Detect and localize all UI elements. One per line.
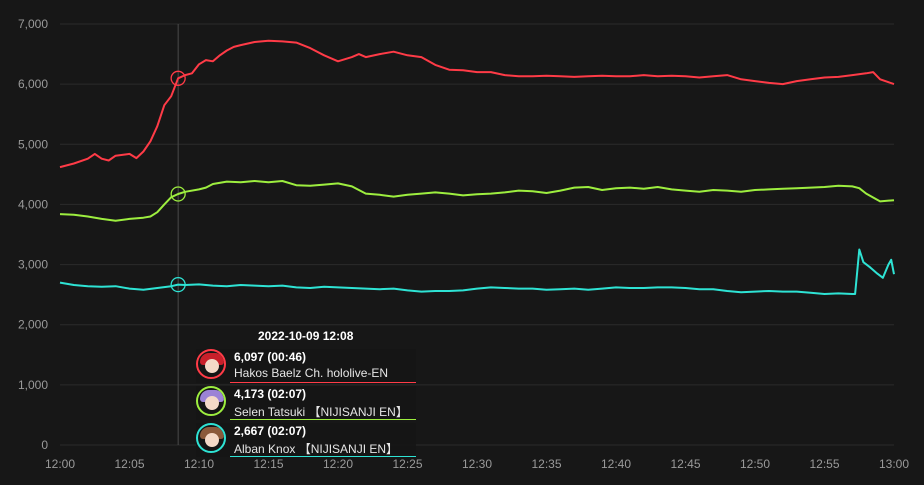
- tooltip-value: 4,173 (02:07): [234, 387, 307, 401]
- hover-tooltip: 2022-10-09 12:08 6,097 (00:46) Hakos Bae…: [196, 326, 416, 457]
- x-tick-label: 12:40: [601, 457, 631, 471]
- x-tick-label: 12:30: [462, 457, 492, 471]
- y-tick-label: 2,000: [18, 318, 48, 332]
- x-tick-label: 12:00: [45, 457, 75, 471]
- series-line-2[interactable]: [59, 248, 895, 295]
- series-color-bar: [230, 456, 416, 457]
- x-tick-label: 13:00: [879, 457, 909, 471]
- hover-markers: [170, 70, 186, 293]
- x-tick-label: 12:45: [670, 457, 700, 471]
- series-color-bar: [230, 382, 416, 383]
- hover-point-2: [170, 276, 186, 293]
- series-color-bar: [230, 419, 416, 420]
- tooltip-item-selen-tatsuki: 4,173 (02:07) Selen Tatsuki 【NIJISANJI E…: [196, 386, 416, 420]
- avatar: [196, 423, 226, 453]
- y-tick-label: 5,000: [18, 137, 48, 151]
- x-tick-label: 12:25: [392, 457, 422, 471]
- series-line-0[interactable]: [59, 39, 895, 169]
- series-lines: [59, 39, 895, 295]
- avatar: [196, 349, 226, 379]
- tooltip-channel-name: Selen Tatsuki 【NIJISANJI EN】: [234, 405, 408, 419]
- hover-point-0: [170, 70, 186, 86]
- y-tick-label: 0: [41, 438, 48, 452]
- y-tick-label: 3,000: [18, 258, 48, 272]
- tooltip-item-alban-knox: 2,667 (02:07) Alban Knox 【NIJISANJI EN】: [196, 423, 416, 457]
- x-tick-label: 12:15: [253, 457, 283, 471]
- x-tick-label: 12:35: [531, 457, 561, 471]
- avatar: [196, 386, 226, 416]
- hover-point-1: [170, 186, 186, 202]
- y-axis-ticks: 0 1,000 2,000 3,000 4,000 5,000 6,000 7,000: [18, 17, 48, 452]
- series-line-1[interactable]: [59, 180, 895, 222]
- y-tick-label: 4,000: [18, 197, 48, 211]
- y-tick-label: 1,000: [18, 378, 48, 392]
- x-tick-label: 12:50: [740, 457, 770, 471]
- grid-lines: [60, 23, 894, 446]
- x-tick-label: 12:10: [184, 457, 214, 471]
- tooltip-channel-name: Alban Knox 【NIJISANJI EN】: [234, 442, 399, 456]
- x-tick-label: 12:20: [323, 457, 353, 471]
- tooltip-time: 2022-10-09 12:08: [258, 329, 354, 343]
- tooltip-value: 2,667 (02:07): [234, 424, 307, 438]
- tooltip-item-hakos-baelz: 6,097 (00:46) Hakos Baelz Ch. hololive-E…: [196, 349, 416, 383]
- y-tick-label: 7,000: [18, 17, 48, 31]
- x-axis-ticks: 12:00 12:05 12:10 12:15 12:20 12:25 12:30 12:35…: [45, 457, 909, 471]
- tooltip-value: 6,097 (00:46): [234, 350, 307, 364]
- y-tick-label: 6,000: [18, 77, 48, 91]
- x-tick-label: 12:05: [114, 457, 144, 471]
- x-tick-label: 12:55: [809, 457, 839, 471]
- tooltip-channel-name: Hakos Baelz Ch. hololive-EN: [234, 366, 389, 380]
